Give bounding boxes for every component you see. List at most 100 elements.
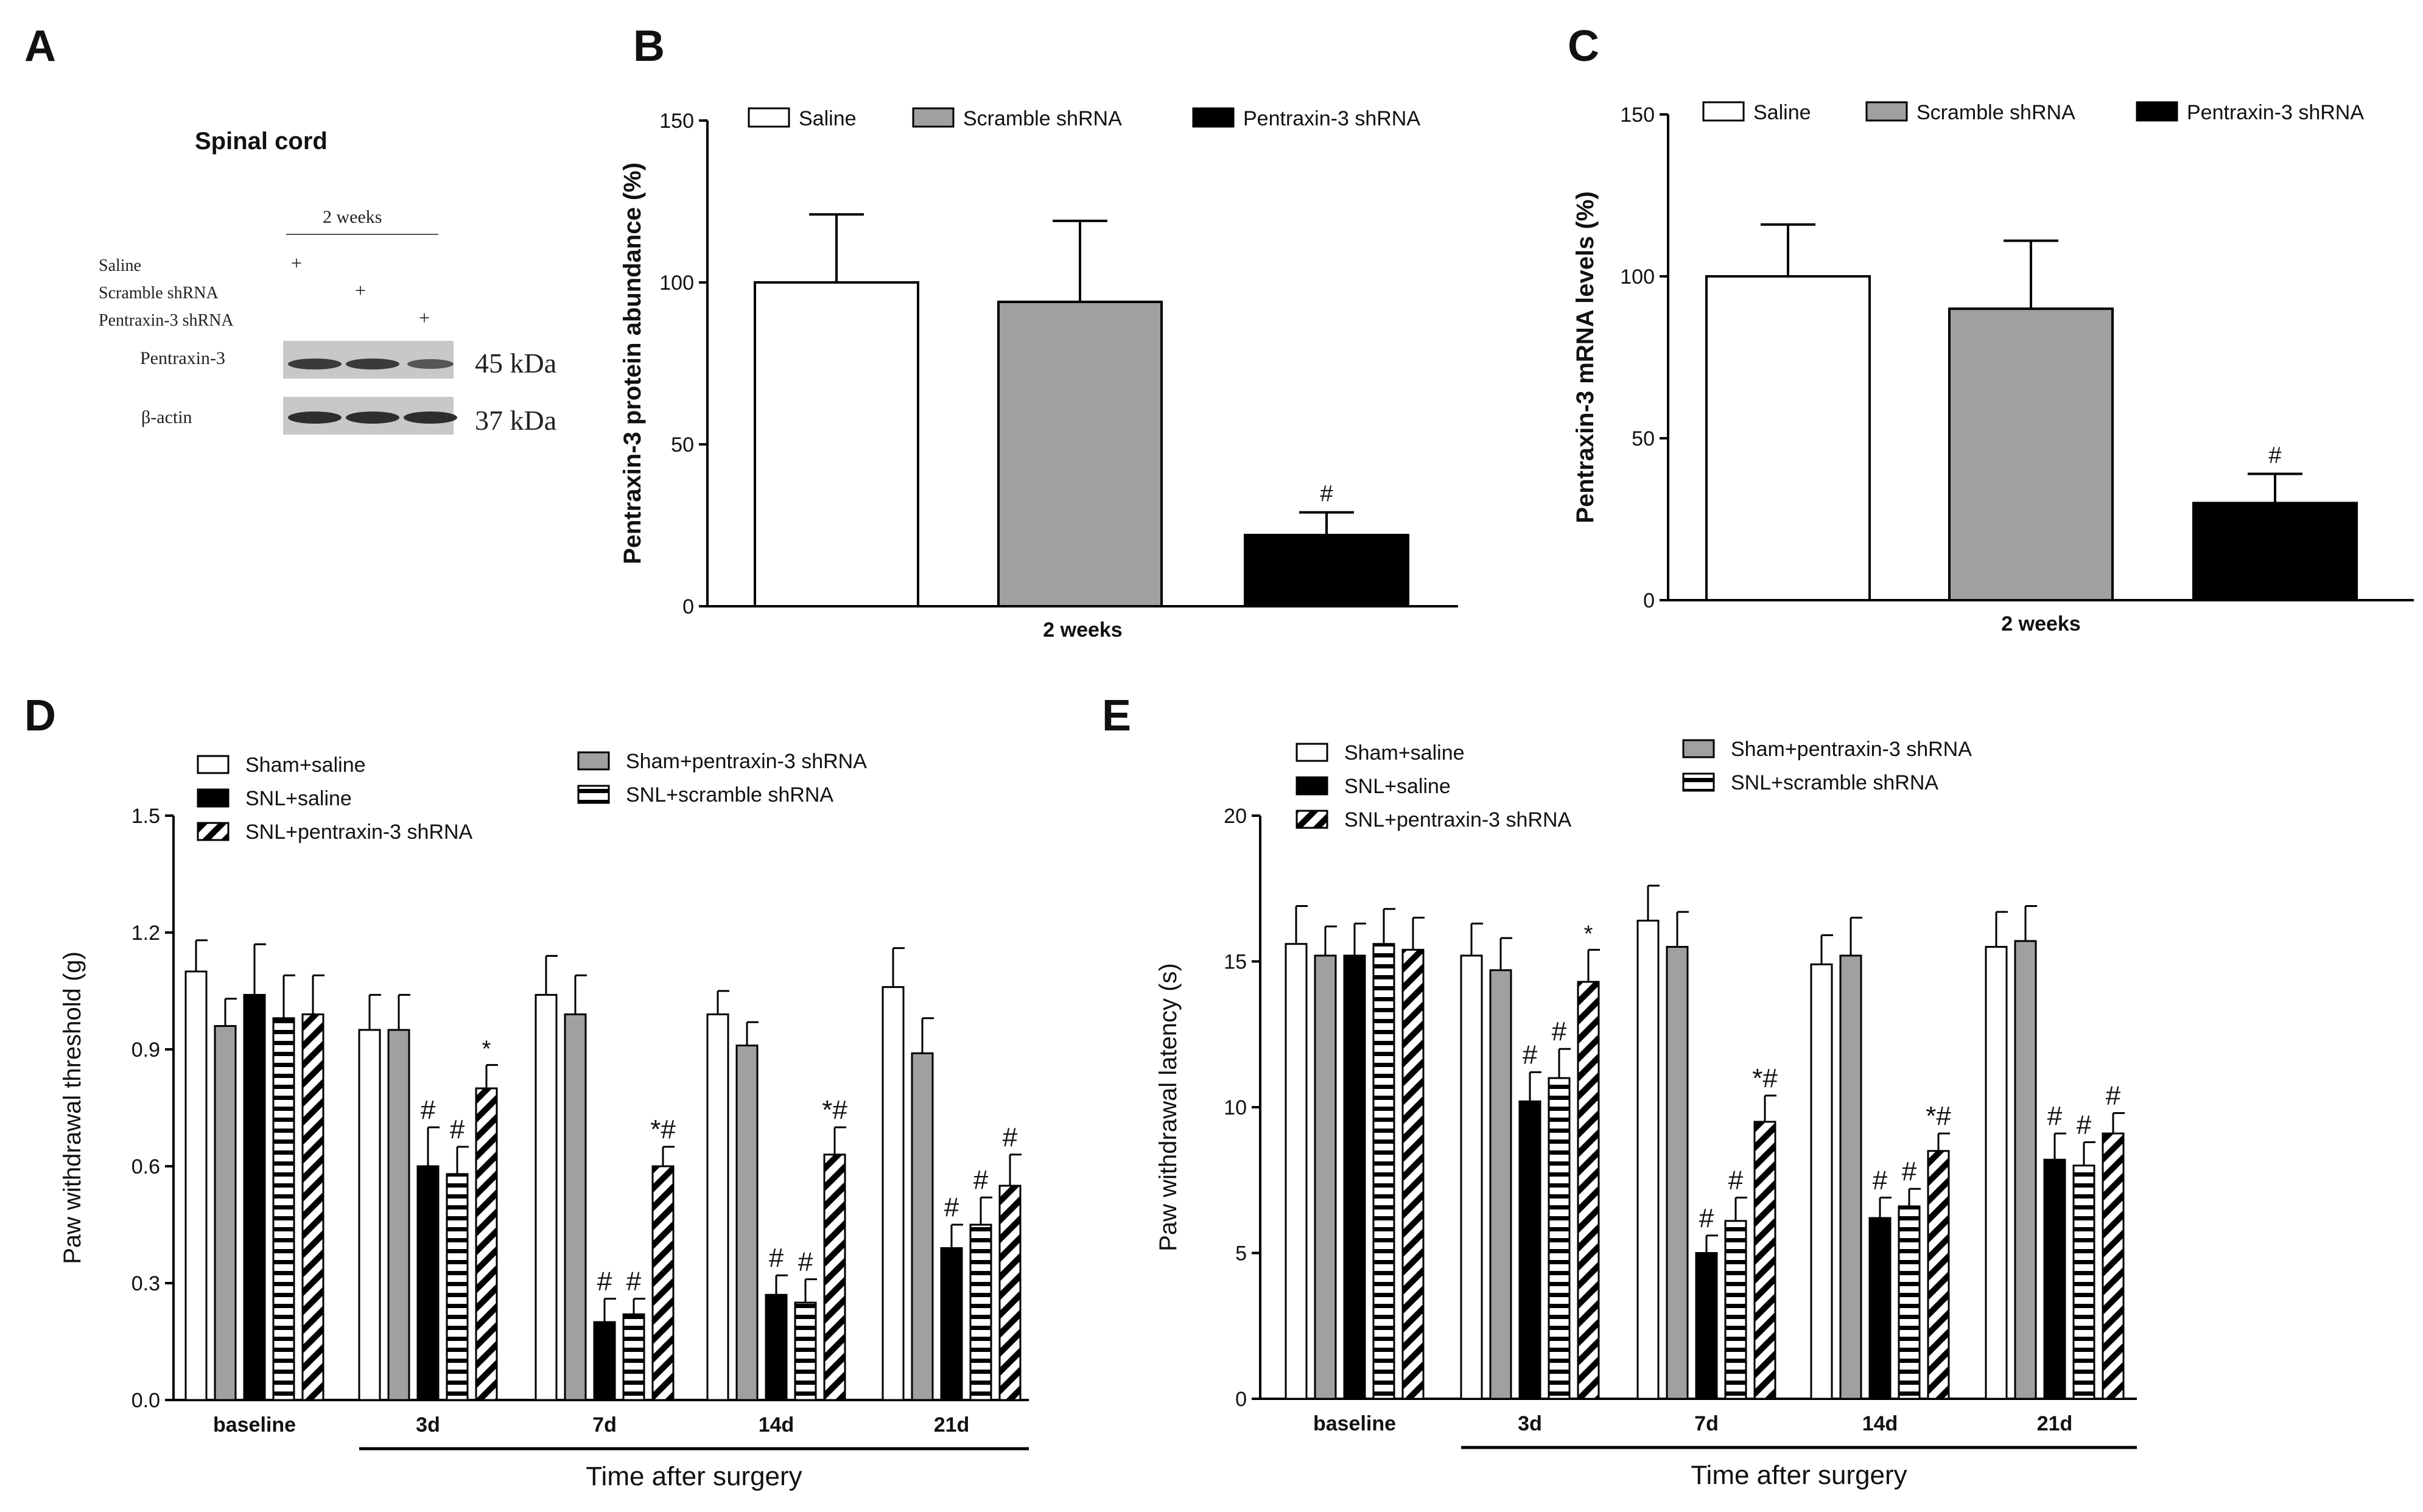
bar <box>1285 943 1308 1400</box>
y-tick-label: 0.0 <box>131 1389 160 1412</box>
blot-plus-scramble: + <box>355 279 366 301</box>
legend-label: Saline <box>1753 101 1811 124</box>
bar <box>823 1153 846 1401</box>
significance-mark: # <box>1552 1017 1567 1046</box>
bar-saline <box>1705 275 1871 601</box>
significance-mark: # <box>626 1267 642 1297</box>
bar <box>735 1045 759 1401</box>
bar <box>1577 981 1600 1400</box>
panel-d-chart: 0.0 0.3 0.6 0.9 1.2 1.5 Paw withdrawal thresho… <box>59 750 1029 1491</box>
bar <box>1868 1217 1892 1400</box>
blot-kda-actin: 37 kDa <box>475 405 556 436</box>
bar <box>1839 954 1862 1400</box>
bar <box>1314 954 1337 1400</box>
legend-swatch <box>748 107 790 128</box>
blot-title: Spinal cord <box>195 128 328 155</box>
y-axis-label: Pentraxin-3 mRNA levels (%) <box>1572 191 1599 523</box>
y-tick-label: 20 <box>1224 805 1247 828</box>
significance-mark: # <box>1003 1122 1018 1152</box>
significance-mark: # <box>1523 1040 1538 1070</box>
significance-mark: # <box>973 1165 989 1195</box>
panel-label-d: D <box>24 691 56 740</box>
legend-label: Pentraxin-3 shRNA <box>2187 101 2364 124</box>
legend-label: SNL+pentraxin-3 shRNA <box>1344 808 1572 831</box>
significance-mark: * <box>482 1037 491 1062</box>
significance-mark: # <box>2077 1110 2092 1139</box>
panel-label-e: E <box>1102 691 1131 740</box>
bar-scramble-shrna <box>1948 307 2114 601</box>
y-tick-label: 0 <box>1643 589 1655 612</box>
blot-plus-pentraxin: + <box>419 307 430 329</box>
legend-swatch <box>912 107 955 128</box>
blot-band <box>407 359 454 369</box>
y-axis-label: Pentraxin-3 protein abundance (%) <box>619 163 646 564</box>
legend-label: SNL+saline <box>1344 775 1451 798</box>
blot-kda-pentraxin: 45 kDa <box>475 348 556 379</box>
legend-swatch <box>1682 772 1715 792</box>
x-category-label: 3d <box>1518 1412 1542 1435</box>
bar <box>998 1185 1022 1401</box>
blot-band <box>288 411 342 424</box>
x-category-label: 14d <box>1862 1412 1898 1435</box>
blot-band-label-actin: β-actin <box>141 407 192 427</box>
bar <box>882 986 905 1401</box>
significance-mark: # <box>1699 1203 1714 1233</box>
bar <box>1898 1205 1921 1400</box>
y-tick-label: 0 <box>1235 1388 1247 1411</box>
y-tick-label: 5 <box>1235 1242 1247 1265</box>
panel-label-a: A <box>24 22 56 71</box>
x-category-label: 7d <box>1694 1412 1719 1435</box>
significance-mark: # <box>597 1267 612 1297</box>
bar <box>535 993 558 1401</box>
panel-label-b: B <box>633 22 665 71</box>
bar <box>2014 940 2037 1400</box>
blot-band <box>404 411 457 424</box>
legend-label: SNL+pentraxin-3 shRNA <box>245 821 473 844</box>
bar <box>1460 954 1483 1400</box>
y-tick-label: 50 <box>671 433 694 457</box>
panel-b-chart: 0 50 100 150 Pentraxin-3 protein abundance (… <box>619 107 1458 642</box>
bar <box>622 1313 645 1401</box>
bar-pentraxin-3-shrna <box>2192 502 2358 602</box>
y-tick-label: 0.9 <box>131 1038 160 1062</box>
blot-plus-saline: + <box>291 252 302 274</box>
bar <box>1724 1220 1747 1400</box>
panel-label-c: C <box>1568 22 1599 71</box>
significance-mark: # <box>1902 1157 1917 1186</box>
significance-mark: # <box>1320 481 1333 507</box>
significance-mark: *# <box>650 1115 676 1144</box>
legend-label: Scramble shRNA <box>963 107 1122 130</box>
y-axis-label: Paw withdrawal threshold (g) <box>59 951 86 1264</box>
y-tick-label: 1.2 <box>131 922 160 945</box>
legend-swatch <box>1296 810 1328 829</box>
bar <box>706 1013 729 1401</box>
bar <box>475 1087 498 1401</box>
bar <box>301 1013 324 1401</box>
legend-swatch <box>1682 739 1715 758</box>
blot-condition-scramble: Scramble shRNA <box>99 284 219 303</box>
legend-label: Pentraxin-3 shRNA <box>1243 107 1420 130</box>
bar <box>1401 948 1425 1400</box>
x-category-label: 3d <box>416 1413 440 1437</box>
y-tick-label: 0 <box>682 595 694 618</box>
bar <box>2043 1158 2066 1400</box>
significance-mark: *# <box>822 1095 847 1125</box>
bar <box>1636 919 1660 1400</box>
legend-label: SNL+scramble shRNA <box>626 783 833 807</box>
significance-mark: * <box>1584 921 1593 947</box>
legend-label: Sham+saline <box>245 754 366 777</box>
x-axis-label: Time after surgery <box>586 1461 802 1491</box>
bar <box>1343 954 1366 1400</box>
y-tick-label: 0.3 <box>131 1272 160 1295</box>
bar <box>2072 1164 2095 1400</box>
bar <box>564 1013 587 1401</box>
bar <box>593 1321 616 1401</box>
blot-condition-pentraxin: Pentraxin-3 shRNA <box>99 311 234 330</box>
bar <box>416 1165 440 1401</box>
significance-mark: # <box>450 1115 465 1144</box>
legend-label: SNL+scramble shRNA <box>1731 771 1938 794</box>
bar <box>1810 963 1833 1400</box>
bar <box>911 1052 934 1401</box>
legend-label: Sham+pentraxin-3 shRNA <box>1731 738 1972 761</box>
y-tick-label: 50 <box>1632 427 1655 450</box>
